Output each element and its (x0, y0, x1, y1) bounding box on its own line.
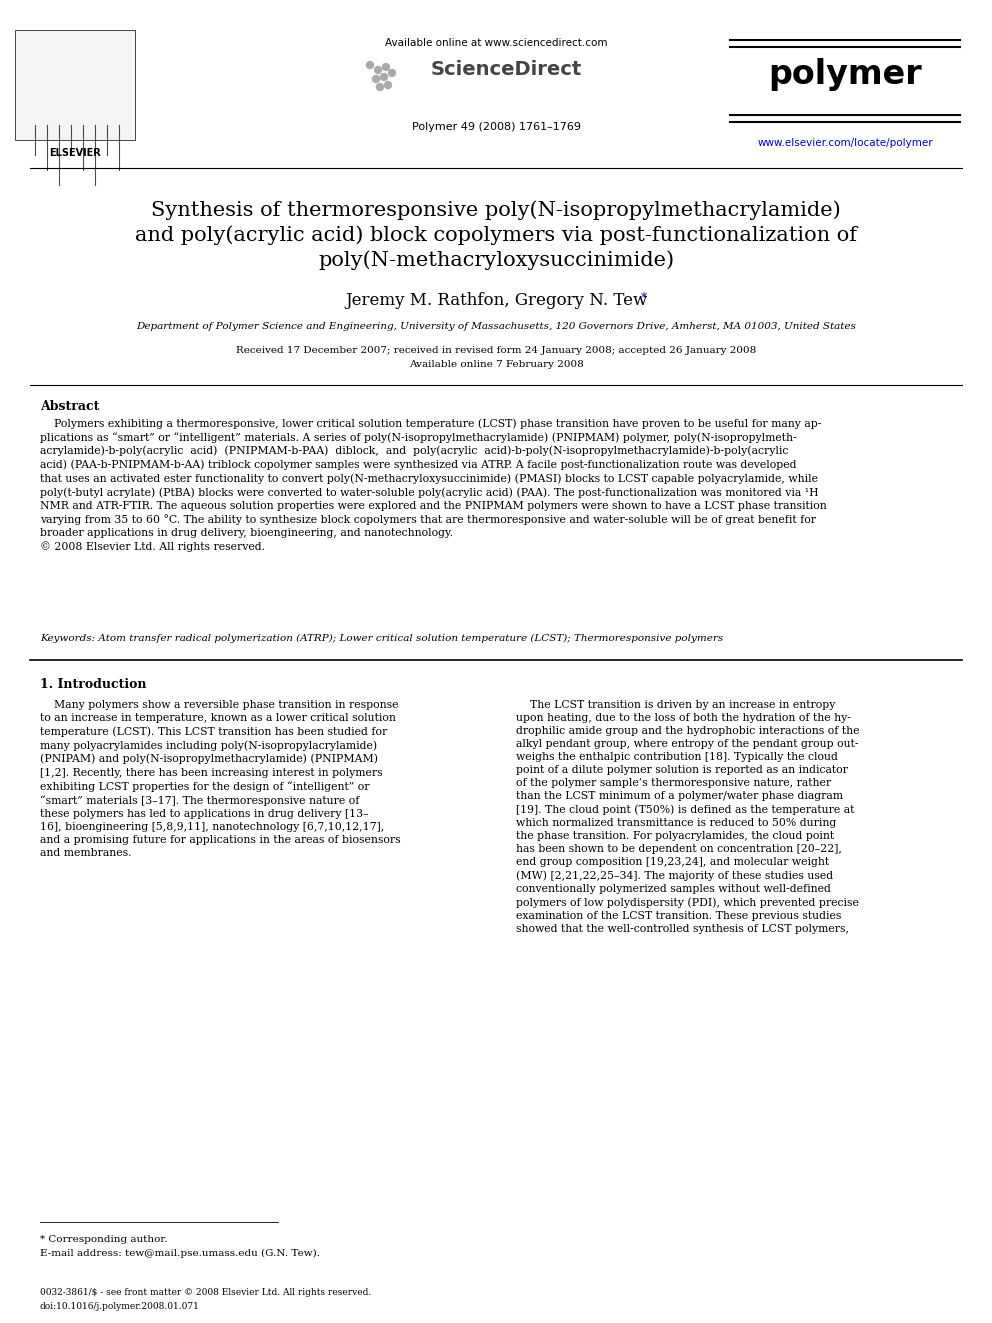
Text: Many polymers show a reversible phase transition in response
to an increase in t: Many polymers show a reversible phase tr… (40, 700, 401, 857)
Bar (15, 30, 135, 140)
Circle shape (381, 74, 388, 81)
Text: Available online 7 February 2008: Available online 7 February 2008 (409, 360, 583, 369)
Text: Jeremy M. Rathfon, Gregory N. Tew: Jeremy M. Rathfon, Gregory N. Tew (345, 292, 647, 310)
Text: * Corresponding author.: * Corresponding author. (40, 1234, 168, 1244)
Circle shape (366, 61, 374, 69)
Circle shape (373, 75, 380, 82)
Circle shape (375, 66, 382, 74)
Text: E-mail address: tew@mail.pse.umass.edu (G.N. Tew).: E-mail address: tew@mail.pse.umass.edu (… (40, 1249, 320, 1258)
Text: and poly(acrylic acid) block copolymers via post-functionalization of: and poly(acrylic acid) block copolymers … (135, 225, 857, 245)
Circle shape (383, 64, 390, 70)
Text: 0032-3861/$ - see front matter © 2008 Elsevier Ltd. All rights reserved.: 0032-3861/$ - see front matter © 2008 El… (40, 1289, 371, 1297)
Text: Synthesis of thermoresponsive poly(N-isopropylmethacrylamide): Synthesis of thermoresponsive poly(N-iso… (151, 200, 841, 220)
Text: poly(N-methacryloxysuccinimide): poly(N-methacryloxysuccinimide) (318, 250, 674, 270)
Circle shape (389, 70, 396, 77)
Text: Department of Polymer Science and Engineering, University of Massachusetts, 120 : Department of Polymer Science and Engine… (136, 321, 856, 331)
Text: Available online at www.sciencedirect.com: Available online at www.sciencedirect.co… (385, 38, 607, 48)
Text: Keywords: Atom transfer radical polymerization (ATRP); Lower critical solution t: Keywords: Atom transfer radical polymeri… (40, 634, 723, 643)
Text: Received 17 December 2007; received in revised form 24 January 2008; accepted 26: Received 17 December 2007; received in r… (236, 347, 756, 355)
Text: Polymers exhibiting a thermoresponsive, lower critical solution temperature (LCS: Polymers exhibiting a thermoresponsive, … (40, 418, 826, 553)
Text: ScienceDirect: ScienceDirect (431, 60, 581, 79)
Circle shape (385, 82, 392, 89)
Circle shape (377, 83, 384, 90)
Text: The LCST transition is driven by an increase in entropy
upon heating, due to the: The LCST transition is driven by an incr… (516, 700, 859, 934)
Text: www.elsevier.com/locate/polymer: www.elsevier.com/locate/polymer (757, 138, 932, 148)
Text: *: * (641, 292, 647, 306)
Text: Polymer 49 (2008) 1761–1769: Polymer 49 (2008) 1761–1769 (412, 122, 580, 132)
Text: doi:10.1016/j.polymer.2008.01.071: doi:10.1016/j.polymer.2008.01.071 (40, 1302, 199, 1311)
Text: polymer: polymer (768, 58, 922, 91)
Text: Abstract: Abstract (40, 400, 99, 413)
Text: 1. Introduction: 1. Introduction (40, 677, 147, 691)
Text: ELSEVIER: ELSEVIER (50, 148, 101, 157)
